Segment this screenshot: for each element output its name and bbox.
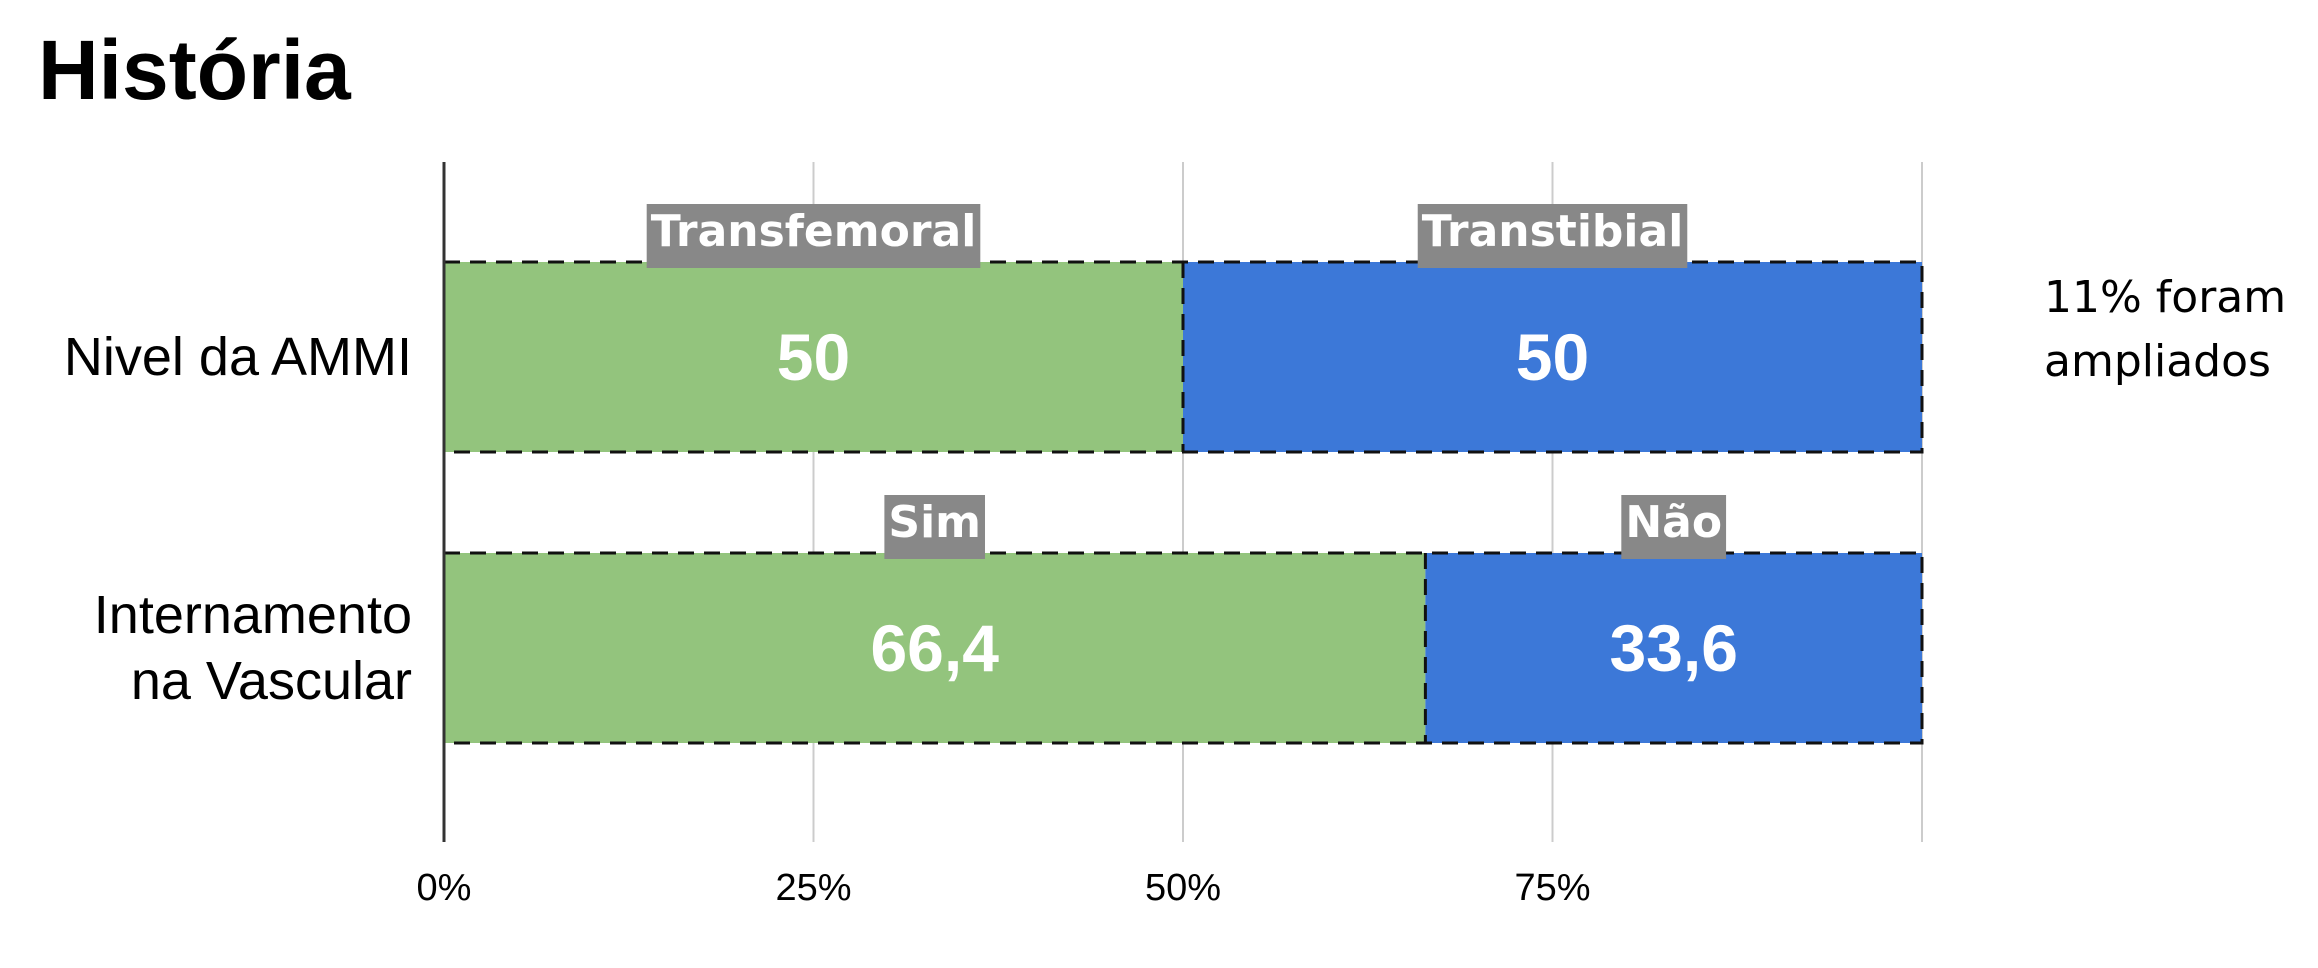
segment-tag-background [884, 495, 986, 559]
bar-outline [442, 551, 1924, 745]
bar-segment-blue [1425, 553, 1922, 743]
value-label: 50 [1516, 320, 1589, 394]
side-note-line-2: ampliados [2044, 336, 2271, 387]
segment-tag-background [646, 204, 981, 268]
x-tick-label: 75% [1514, 867, 1590, 909]
category-label: Nivel da AMMI [64, 327, 412, 387]
segment-tag: Transfemoral [646, 204, 981, 268]
segment-tag-background [1417, 204, 1688, 268]
side-note: 11% foram ampliados [2044, 266, 2286, 394]
bar-segment-green [444, 553, 1426, 743]
x-tick-label: 50% [1145, 867, 1221, 909]
category-label: Internamento [94, 585, 412, 645]
segment-tag-text: Transfemoral [651, 206, 977, 257]
value-label: 33,6 [1609, 611, 1737, 685]
value-label: 66,4 [870, 611, 999, 685]
bar-segment-blue [1183, 262, 1922, 452]
side-note-line-1: 11% foram [2044, 272, 2287, 323]
segment-tag: Não [1621, 495, 1727, 559]
segment-tag-background [1621, 495, 1727, 559]
category-label: na Vascular [131, 651, 412, 711]
segment-tag-text: Transtibial [1422, 206, 1684, 257]
segment-tag: Sim [884, 495, 986, 559]
segment-tag-text: Sim [888, 497, 981, 548]
bar-segment-green [444, 262, 1183, 452]
segment-tag-text: Não [1625, 497, 1722, 548]
chart-title: História [38, 23, 351, 117]
x-tick-label: 0% [417, 867, 472, 909]
x-tick-label: 25% [775, 867, 851, 909]
value-label: 50 [777, 320, 850, 394]
segment-tag: Transtibial [1417, 204, 1688, 268]
